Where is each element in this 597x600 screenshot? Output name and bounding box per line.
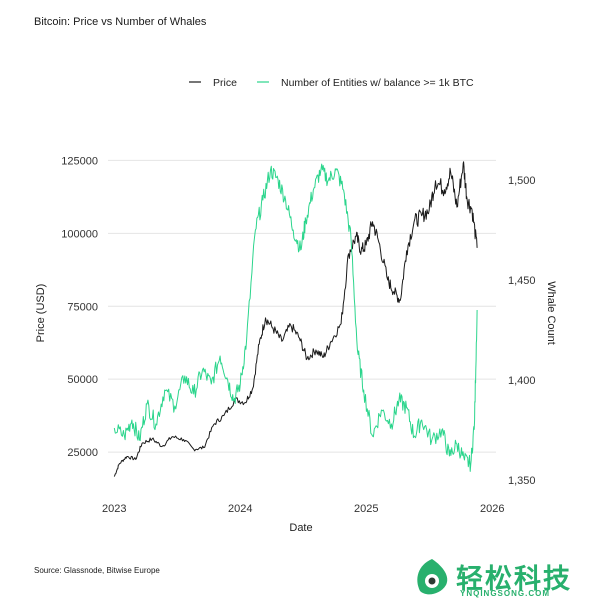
- x-axis-label: Date: [289, 522, 312, 534]
- y2-tick-label: 1,450: [508, 275, 536, 287]
- watermark-text: 轻松科技: [456, 564, 572, 595]
- series-line-price: [113, 161, 478, 477]
- grid-lines: [108, 159, 496, 453]
- x-tick-label: 2025: [354, 503, 378, 515]
- watermark-logo: 轻松科技 YNQINGSONG.COM: [410, 555, 595, 600]
- y2-tick-label: 1,350: [508, 475, 536, 487]
- y2-tick-label: 1,500: [508, 175, 536, 187]
- x-axis: 2023 2024 2025 2026: [102, 503, 504, 515]
- series-layer: [113, 161, 478, 477]
- y-axis-right: 1,350 1,400 1,450 1,500: [508, 175, 536, 487]
- source-note: Source: Glassnode, Bitwise Europe: [34, 566, 160, 575]
- watermark-subtext: YNQINGSONG.COM: [460, 589, 551, 598]
- y2-tick-label: 1,400: [508, 375, 536, 387]
- y-tick-label: 25000: [67, 447, 98, 459]
- legend-label-price: Price: [213, 77, 237, 89]
- chart-title: Bitcoin: Price vs Number of Whales: [34, 16, 207, 28]
- y2-axis-label: Whale Count: [545, 281, 557, 345]
- leaf-logo-icon: [417, 559, 448, 595]
- y-axis-left: 25000 50000 75000 100000 125000: [61, 155, 98, 459]
- series-line-whales: [113, 163, 478, 472]
- y-axis-label: Price (USD): [35, 284, 47, 343]
- legend: Price Number of Entities w/ balance >= 1…: [189, 77, 474, 89]
- y-tick-label: 100000: [61, 228, 98, 240]
- legend-label-whales: Number of Entities w/ balance >= 1k BTC: [281, 77, 474, 89]
- y-tick-label: 75000: [67, 301, 98, 313]
- x-tick-label: 2023: [102, 503, 126, 515]
- x-tick-label: 2026: [480, 503, 504, 515]
- x-tick-label: 2024: [228, 503, 252, 515]
- y-tick-label: 50000: [67, 374, 98, 386]
- y-tick-label: 125000: [61, 155, 98, 167]
